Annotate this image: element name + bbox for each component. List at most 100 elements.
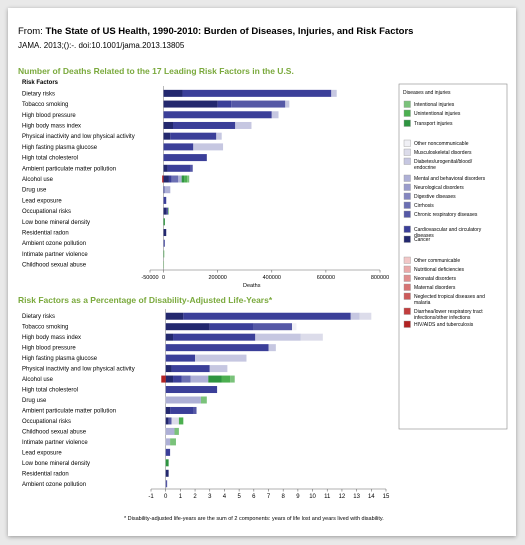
chart2-bar-segment [165,480,168,488]
chart2-bar-segment [255,333,301,341]
chart1-category-label: Low bone mineral density [22,220,90,226]
chart2-bar-segment [209,323,254,331]
charts-svg: Risk Factors -50000 0 200000 400000 600000 800… [22,80,508,522]
chart1-x-tick-label: -50000 [141,275,158,281]
chart1-category-label: Ambient ozone pollution [22,241,86,247]
chart2-bar-segment [165,344,269,352]
legend-item-label: Other noncommunicable [414,141,469,147]
legend-item-label: Unintentional injuries [414,111,461,117]
chart2-category-label: Ambient particulate matter pollution [22,408,116,414]
chart2-x-tick-label: 14 [368,494,375,500]
chart2-bar-segment [173,375,182,383]
chart2-bar-segment [174,427,179,435]
chart2-category-label: Drug use [22,398,47,404]
chart2-category-label: Residential radon [22,471,69,477]
chart2-bar-segment [165,323,210,331]
legend-swatch [403,174,411,182]
legend-item-label: Other communicable [414,258,460,264]
chart1-bar-segment [173,121,236,129]
chart2-category-label: Intimate partner violence [22,440,88,446]
chart1-x-tick-label: 800000 [371,275,389,281]
chart2-bar-segment [193,406,197,414]
chart1-title: Number of Deaths Related to the 17 Leadi… [18,66,294,76]
chart2-bar-segment [165,459,169,467]
legend-swatch [403,139,411,147]
legend-swatch [403,265,411,273]
chart2-x-tick-label: 12 [339,494,346,500]
chart1-bar-segment [170,132,217,140]
chart2-category-label: Dietary risks [22,314,55,320]
chart1-bar-segment [184,175,188,183]
chart2-bar-segment [165,438,171,446]
chart1-bar-segment [285,100,290,108]
chart2-category-label: High total cholesterol [22,388,78,394]
chart1-bar-segment [163,175,169,183]
chart1-category-label: Lead exposure [22,198,62,204]
chart1-bar-segment [231,100,286,108]
legend-item-label: Neonatal disorders [414,276,456,282]
legend-swatch [403,183,411,191]
chart1-category-label: Tobacco smoking [22,102,68,108]
chart2-x-tick-label: -1 [148,494,154,500]
legend-item-label: Diabetes/urogenital/blood/endocrine [414,159,473,171]
chart2-bar-segment [165,448,171,456]
chart1-bar-segment [178,175,179,183]
chart2-x-tick-label: 4 [223,494,227,500]
chart2-bar-segment [165,406,171,414]
chart2-bar-segment [165,386,218,394]
legend-box [398,83,508,430]
chart1-bar-segment [164,186,165,194]
chart1-category-label: Dietary risks [22,91,55,97]
chart1-bar-segment [163,250,165,258]
chart2-x-tick-label: 10 [309,494,316,500]
chart1-bar-segment [163,154,207,162]
chart2-category-label: High fasting plasma glucose [22,356,98,362]
chart2-category-label: Childhood sexual abuse [22,429,87,435]
chart1-category-label: Drug use [22,188,47,194]
chart1-bar-segment [162,175,164,183]
legend-item-label: Diarrhea/lower respiratory tract infectio… [414,309,483,321]
chart1-bar-segment [163,121,173,129]
chart2-bar-segment [165,417,169,425]
chart1-bar-segment [235,121,252,129]
figure-source-title: From: The State of US Health, 1990-2010:… [18,26,414,37]
chart1-bar-segment [167,164,191,172]
chart1-bar-segment [164,186,171,194]
legend-swatch [403,148,411,156]
footnote: * Disability-adjusted life-years are the… [124,516,384,522]
legend-swatch [403,235,411,243]
chart2-category-label: Alcohol use [22,377,54,383]
chart1-bar-segment [163,132,171,140]
chart2-bar-segment [168,417,172,425]
chart1-bar-segment [163,143,194,151]
chart1-bar-segment [187,175,190,183]
chart2-x-tick-label: 0 [164,494,168,500]
chart1-bar-segment [163,111,272,119]
chart1-category-label: High body mass index [22,123,81,129]
legend-item-label: Transport injuries [414,121,453,127]
chart2-bar-segment [165,333,174,341]
chart2-bar-segment [268,344,276,352]
chart2-bar-segment [171,417,179,425]
legend-item-label: Neurological disorders [414,185,464,191]
legend-item-label: Maternal disorders [414,285,456,291]
chart2-category-label: High blood pressure [22,346,76,352]
citation: JAMA. 2013;():-. doi:10.1001/jama.2013.1… [18,41,185,50]
chart1-category-header: Risk Factors [22,80,59,86]
chart2-x-tick-label: 2 [193,494,197,500]
chart1-category-label: Alcohol use [22,177,54,183]
chart1-x-tick-label: 600000 [317,275,335,281]
legend-swatch [403,292,411,300]
legend-item-label: Nutritional deficiencies [414,267,465,273]
chart2-bar-segment [165,312,184,320]
chart1-category-label: Childhood sexual abuse [22,263,87,269]
chart1-category-label: High total cholesterol [22,156,78,162]
chart2-category-label: Physical inactivity and low physical act… [22,367,135,373]
chart2-x-tick-label: 7 [267,494,271,500]
chart1-bar-segment [217,100,232,108]
chart1-bar-segment [163,218,165,226]
chart1-bar-segment [163,89,183,97]
chart2-bar-segment [165,365,172,373]
chart2-x-tick-label: 11 [324,494,331,500]
legend-item-label: HIV/AIDS and tuberculosis [414,322,474,328]
